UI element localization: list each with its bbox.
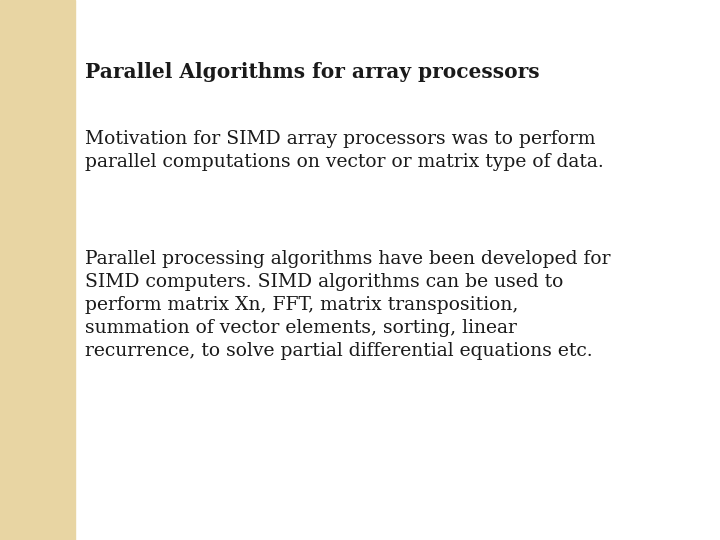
Text: Parallel Algorithms for array processors: Parallel Algorithms for array processors bbox=[85, 62, 539, 82]
Bar bbox=[0, 0, 75, 540]
Text: Parallel processing algorithms have been developed for
SIMD computers. SIMD algo: Parallel processing algorithms have been… bbox=[85, 250, 611, 360]
Text: Motivation for SIMD array processors was to perform
parallel computations on vec: Motivation for SIMD array processors was… bbox=[85, 130, 604, 171]
